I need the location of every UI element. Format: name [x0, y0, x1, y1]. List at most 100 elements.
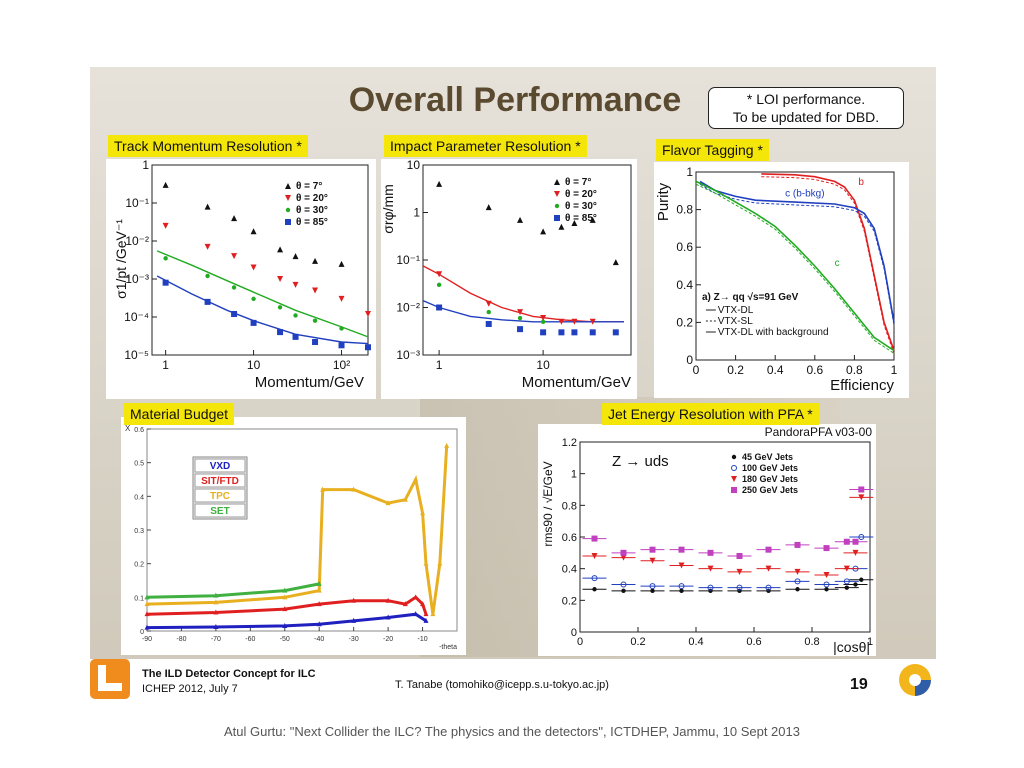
- legend-marker: [554, 191, 560, 197]
- data-point: [540, 319, 546, 324]
- y-tick-label: 0.2: [676, 315, 693, 329]
- data-point: [558, 318, 565, 325]
- label-track: Track Momentum Resolution *: [108, 135, 308, 157]
- flavor-tagging-chart: 0 0.2 0.4 0.6 0.8 1 0 0.2 0.4 0.6 0.8 1 b c (b-bkg) c a…: [655, 165, 898, 394]
- data-point: [316, 587, 322, 593]
- fit-curve: [422, 265, 624, 323]
- data-point: [795, 587, 800, 592]
- data-point: [558, 223, 565, 230]
- data-point: [571, 329, 578, 336]
- y-tick-label: 10⁻³: [396, 348, 420, 362]
- legend-label: VTX-SL: [718, 316, 753, 327]
- data-point: [858, 534, 865, 540]
- footer-title: The ILD Detector Concept for ILC: [142, 668, 316, 680]
- data-point: [823, 545, 830, 552]
- label-impact: Impact Parameter Resolution *: [384, 135, 587, 157]
- x-tick-label: 10: [247, 358, 261, 372]
- legend-marker: [731, 454, 737, 460]
- slide: Overall Performance * LOI performance. T…: [90, 67, 936, 709]
- data-point: [485, 320, 492, 327]
- y-axis-label: Purity: [655, 182, 672, 221]
- data-point: [444, 442, 450, 448]
- data-point: [649, 583, 656, 590]
- material-curve: [146, 595, 428, 616]
- data-point: [251, 296, 256, 302]
- x-tick-label: 0.4: [688, 636, 703, 648]
- data-point: [794, 541, 801, 548]
- data-point: [338, 260, 345, 267]
- efficiency-curve-sl: [699, 183, 895, 326]
- data-point: [312, 287, 319, 294]
- data-point: [612, 329, 619, 336]
- x-tick-label: -40: [314, 636, 324, 643]
- y-tick-label: 0.8: [676, 203, 693, 217]
- data-point: [338, 342, 345, 349]
- panel-flavor: 0 0.2 0.4 0.6 0.8 1 0 0.2 0.4 0.6 0.8 1 b c (b-bkg) c a…: [654, 162, 909, 398]
- data-point: [162, 222, 169, 229]
- data-point: [338, 295, 345, 302]
- legend-cell: [194, 503, 246, 518]
- data-point: [844, 585, 849, 590]
- loi-note-line2: To be updated for DBD.: [732, 109, 880, 125]
- caption: Atul Gurtu: "Next Collider the ILC? The …: [224, 724, 800, 739]
- y-tick-label: 0.4: [134, 494, 144, 501]
- panel-impact: 1 10 10⁻³ 10⁻² 10⁻¹ 1 10 θ = 7° θ = 20° θ = 30° θ …: [380, 158, 637, 399]
- curve-label: c: [835, 258, 840, 269]
- legend-label: θ = 30°: [296, 205, 328, 216]
- legend-label: 100 GeV Jets: [742, 463, 798, 473]
- y-tick-label: 0.4: [562, 564, 577, 576]
- x-tick-label: 1: [891, 363, 898, 377]
- plot-frame: [151, 164, 369, 356]
- data-point: [558, 329, 565, 336]
- data-point: [231, 310, 238, 317]
- data-point: [517, 315, 523, 321]
- data-point: [292, 333, 299, 340]
- data-point: [351, 617, 357, 623]
- data-point: [678, 583, 685, 590]
- data-point: [423, 617, 429, 623]
- legend-marker: [731, 487, 737, 493]
- data-point: [413, 594, 419, 600]
- material-curve: [146, 582, 320, 599]
- annotation: Z → uds: [612, 453, 669, 470]
- ild-logo: [90, 659, 130, 699]
- y-tick-label: 0: [686, 353, 693, 367]
- data-point: [823, 572, 830, 578]
- data-point: [231, 253, 238, 260]
- data-point: [423, 611, 429, 617]
- data-point: [293, 313, 298, 318]
- y-tick-label: 1.2: [562, 437, 577, 449]
- data-point: [312, 318, 318, 323]
- x-axis-label: |cosθ|: [833, 639, 870, 655]
- data-point: [204, 298, 211, 305]
- data-point: [162, 181, 169, 188]
- material-curve: [146, 612, 427, 630]
- data-point: [824, 587, 829, 592]
- data-point: [859, 577, 864, 582]
- x-tick-label: 0.6: [746, 636, 761, 648]
- y-tick-label: 0.6: [676, 240, 693, 254]
- data-point: [312, 257, 319, 264]
- data-point: [620, 549, 627, 556]
- x-axis-label: -theta: [439, 644, 457, 651]
- data-point: [486, 309, 491, 315]
- y-tick-label: 0.5: [134, 461, 144, 468]
- data-point: [517, 309, 524, 316]
- y-tick-label: 0.6: [134, 427, 144, 434]
- data-point: [852, 538, 859, 545]
- plot-frame: [695, 171, 895, 361]
- y-tick-label: 10⁻¹: [396, 253, 420, 267]
- data-point: [162, 279, 169, 286]
- data-point: [277, 305, 283, 310]
- legend-marker: [731, 465, 737, 471]
- data-point: [413, 476, 419, 482]
- data-point: [213, 623, 219, 629]
- data-point: [292, 253, 299, 260]
- footer-author: T. Tanabe (tomohiko@icepp.s.u-tokyo.ac.j…: [395, 679, 609, 691]
- legend-label: θ = 30°: [565, 201, 597, 212]
- x-tick-label: 1: [867, 636, 873, 648]
- data-point: [420, 601, 426, 607]
- legend-label: SIT/FTD: [201, 476, 239, 487]
- data-point: [436, 304, 443, 311]
- data-point: [402, 601, 408, 607]
